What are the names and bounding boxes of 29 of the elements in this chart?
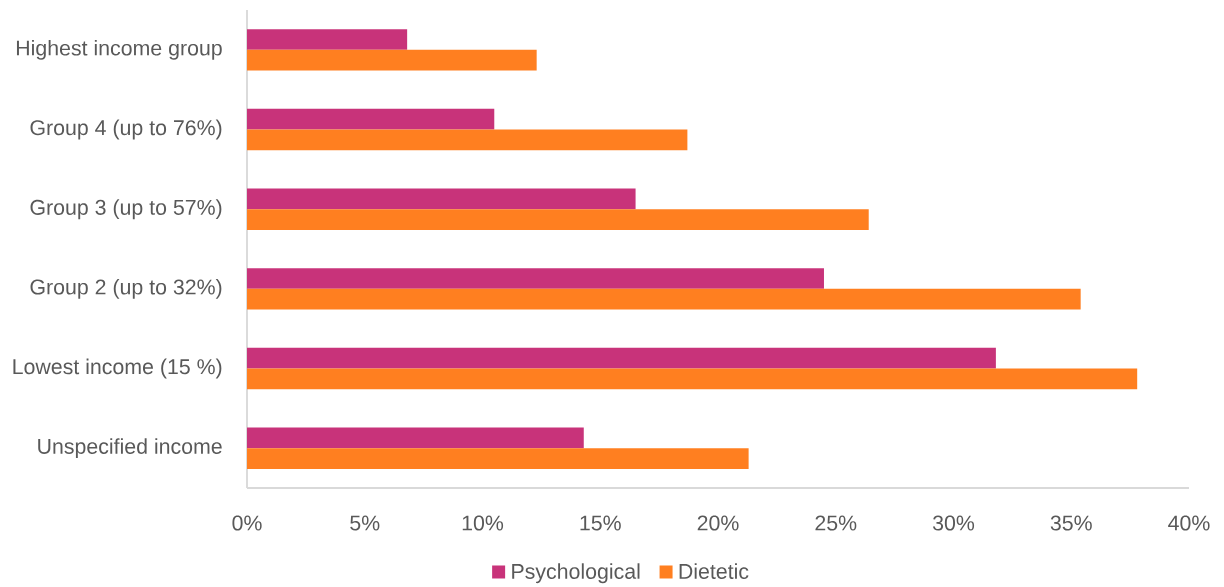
x-tick-label: 40% [1168, 515, 1210, 531]
x-tick-label: 35% [1050, 515, 1092, 531]
bar [247, 129, 688, 151]
legend-label: Dietetic [679, 563, 749, 579]
y-tick-label: Unspecified income [38, 438, 222, 459]
bar [247, 188, 636, 210]
x-tick-label: 0% [232, 515, 262, 531]
x-tick-label: 25% [815, 515, 857, 531]
y-tick-label: Group 4 (up to 76%) [30, 119, 222, 140]
bar [247, 209, 869, 230]
bar [247, 347, 996, 369]
y-tick-label: Highest income group [16, 39, 222, 60]
x-tick-label: 30% [932, 515, 975, 531]
y-tick-label: Group 2 (up to 32%) [30, 278, 222, 299]
x-tick-label: 15% [580, 515, 621, 531]
x-tick-label: 20% [697, 515, 739, 531]
y-tick-label: Group 3 (up to 57%) [30, 199, 222, 220]
x-tick-label: 5% [350, 515, 380, 531]
legend-label: Psychological [512, 563, 640, 584]
y-tick-label: Lowest income (15 %) [13, 358, 222, 379]
bar [247, 448, 749, 469]
bar [247, 108, 495, 130]
bar [247, 49, 537, 71]
bar [247, 288, 1081, 310]
bar [247, 427, 584, 449]
bar [247, 368, 1138, 390]
bar [247, 268, 824, 289]
x-tick-label: 10% [462, 515, 504, 531]
bar [247, 29, 408, 50]
